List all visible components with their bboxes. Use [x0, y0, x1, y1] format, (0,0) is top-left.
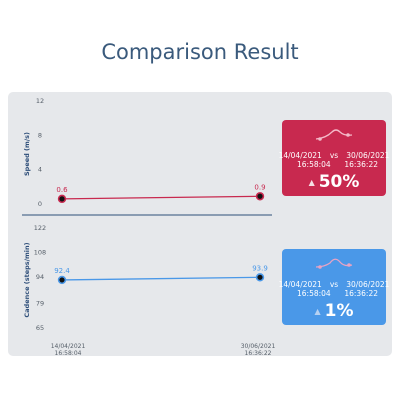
series-line: [61, 195, 261, 200]
y-tick-label: 4: [38, 166, 42, 174]
data-label: 93.9: [252, 264, 268, 272]
y-tick-label: 122: [34, 224, 46, 232]
triangle-up-icon: ▲: [308, 177, 315, 187]
y-tick-label: 0: [38, 200, 42, 208]
card-change-value: 50%: [318, 172, 360, 192]
data-label: 0.6: [56, 186, 68, 194]
card-time-right: 16:36:22: [344, 289, 378, 298]
data-label: 0.9: [254, 183, 265, 191]
y-tick-label: 8: [38, 131, 42, 139]
y-tick-label: 12: [36, 97, 44, 105]
y-tick-label: 108: [34, 249, 46, 257]
page-title: Comparison Result: [101, 40, 299, 64]
card-time-left: 16:58:04: [297, 289, 331, 298]
card-change-value: 1%: [324, 301, 354, 321]
card-time-left: 16:58:04: [297, 160, 331, 169]
card-date-right: 30/06/2021: [346, 151, 390, 160]
card-date-left: 14/04/2021: [278, 280, 322, 289]
triangle-up-icon: ▲: [314, 306, 321, 316]
data-label: 92.4: [54, 267, 70, 275]
card-vs-label: vs: [329, 151, 339, 160]
y-tick-label: 79: [36, 299, 44, 307]
data-point: [255, 192, 265, 201]
y-axis-label: Speed (m/s): [23, 132, 31, 176]
x-tick-label: 16:58:04: [55, 350, 82, 357]
y-axis-label: Cadence (steps/min): [23, 242, 31, 317]
card-date-right: 30/06/2021: [346, 280, 390, 289]
x-tick-label: 16:36:22: [245, 350, 272, 357]
data-point: [255, 273, 265, 282]
speed-comparison-card: 14/04/2021 vs 30/06/2021 16:58:04 16:36:…: [278, 120, 390, 196]
card-date-left: 14/04/2021: [278, 151, 322, 160]
sparkline-icon: [315, 129, 353, 141]
data-point: [57, 275, 67, 285]
y-tick-label: 65: [36, 324, 44, 332]
series-line: [61, 276, 261, 281]
cadence-comparison-card: 14/04/2021 vs 30/06/2021 16:58:04 16:36:…: [278, 249, 390, 325]
x-tick-label: 14/04/2021: [51, 343, 86, 350]
sparkline-icon: [315, 258, 353, 269]
data-point: [57, 194, 67, 204]
card-time-right: 16:36:22: [344, 160, 378, 169]
card-vs-label: vs: [329, 280, 339, 289]
x-tick-label: 30/06/2021: [241, 343, 276, 350]
y-tick-label: 94: [36, 273, 44, 281]
